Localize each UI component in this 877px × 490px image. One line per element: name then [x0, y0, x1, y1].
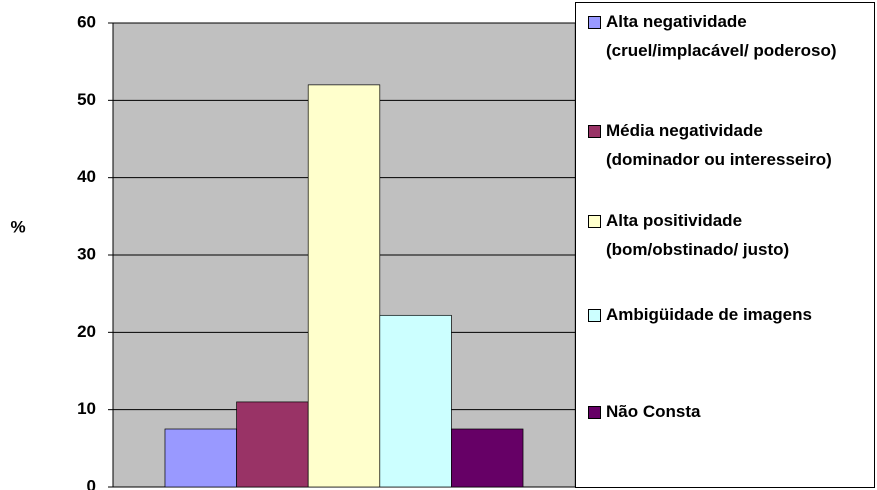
legend: Alta negatividade (cruel/implacável/ pod…	[575, 2, 875, 488]
legend-label: Ambigüidade de imagens	[606, 305, 812, 324]
legend-label: Média negatividade (dominador ou interes…	[606, 121, 832, 169]
legend-swatch	[588, 16, 601, 29]
legend-swatch	[588, 125, 601, 138]
bar	[451, 428, 524, 488]
legend-swatch	[588, 406, 601, 419]
y-tick-label: 40	[77, 167, 96, 186]
bar	[164, 428, 237, 488]
y-tick-label: 10	[77, 399, 96, 418]
bar	[307, 84, 381, 488]
bar	[236, 401, 309, 488]
y-axis-label: %	[10, 217, 25, 236]
legend-swatch	[588, 309, 601, 322]
legend-label: Alta negatividade (cruel/implacável/ pod…	[606, 12, 837, 60]
legend-label: Não Consta	[606, 402, 701, 421]
bar	[379, 314, 452, 488]
y-tick-label: 60	[77, 12, 96, 31]
legend-label: Alta positividade (bom/obstinado/ justo)	[606, 211, 790, 259]
y-tick-label: 50	[77, 90, 96, 109]
y-tick-label: 0	[87, 476, 96, 490]
y-tick-label: 20	[77, 322, 96, 341]
y-tick-label: 30	[77, 244, 96, 263]
legend-swatch	[588, 215, 601, 228]
